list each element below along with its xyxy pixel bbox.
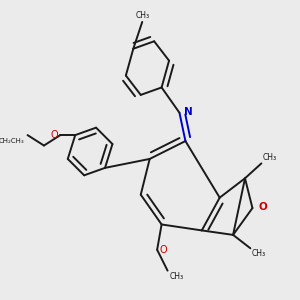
- Text: CH₃: CH₃: [252, 250, 266, 259]
- Text: CH₃: CH₃: [262, 153, 277, 162]
- Text: O: O: [160, 245, 167, 255]
- Text: O: O: [50, 130, 58, 140]
- Text: N: N: [184, 106, 192, 117]
- Text: CH₃: CH₃: [135, 11, 149, 20]
- Text: CH₃: CH₃: [170, 272, 184, 281]
- Text: O: O: [259, 202, 268, 212]
- Text: CH₂CH₃: CH₂CH₃: [0, 138, 25, 144]
